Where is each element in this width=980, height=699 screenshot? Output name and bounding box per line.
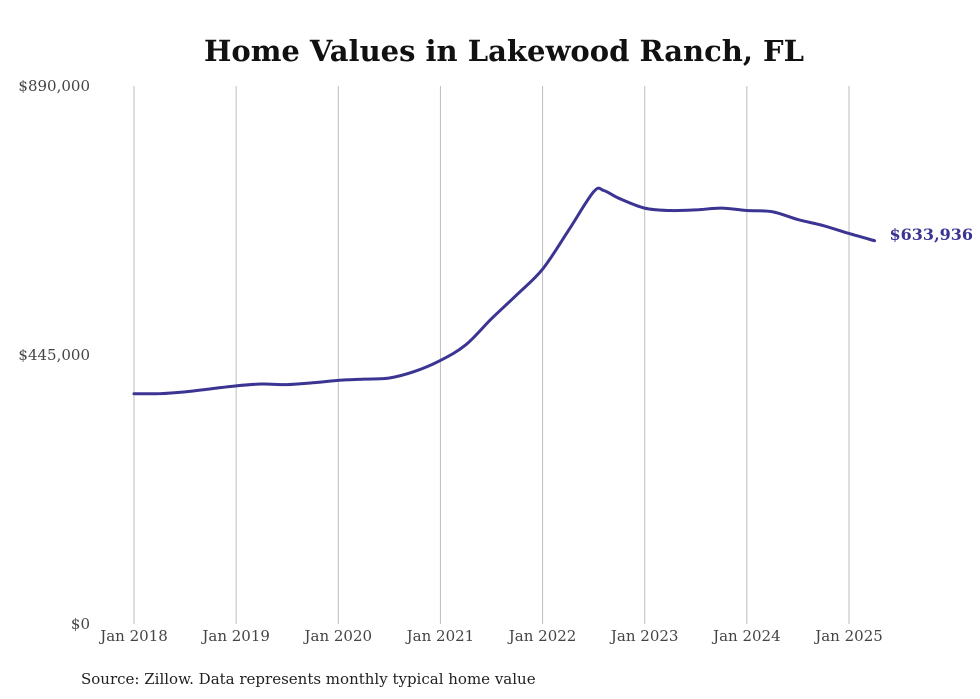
x-axis-ticks: Jan 2018 Jan 2019 Jan 2020 Jan 2021 Jan 2022… — [98, 627, 883, 645]
x-tick-label: Jan 2018 — [98, 627, 168, 645]
x-tick-label: Jan 2022 — [507, 627, 577, 645]
series-line-home-value — [132, 186, 877, 396]
chart-title: Home Values in Lakewood Ranch, FL — [204, 34, 804, 68]
x-tick-label: Jan 2024 — [711, 627, 781, 645]
source-note: Source: Zillow. Data represents monthly … — [81, 670, 536, 688]
x-tick-label: Jan 2025 — [813, 627, 883, 645]
y-tick-label: $890,000 — [18, 77, 90, 95]
x-tick-label: Jan 2019 — [200, 627, 270, 645]
end-value-label: $633,936 — [890, 225, 974, 244]
x-tick-label: Jan 2020 — [303, 627, 373, 645]
y-axis-ticks: $0 $445,000 $890,000 — [18, 77, 90, 633]
y-tick-label: $0 — [71, 615, 90, 633]
x-tick-label: Jan 2023 — [609, 627, 679, 645]
x-tick-label: Jan 2021 — [405, 627, 475, 645]
grid-lines — [133, 86, 850, 624]
y-tick-label: $445,000 — [18, 346, 90, 364]
